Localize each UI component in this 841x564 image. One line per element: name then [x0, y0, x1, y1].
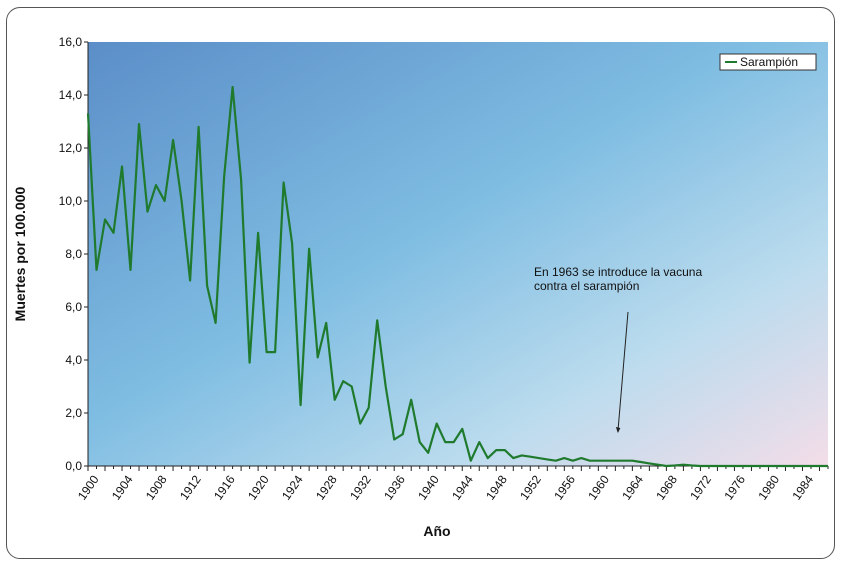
x-tick-label: 1964: [619, 472, 646, 502]
y-tick-labels: 0,0 2,0 4,0 6,0 8,0 10,0 12,0 14,0 16,0: [59, 35, 83, 473]
x-tick-label: 1952: [517, 472, 544, 502]
y-tick-label: 8,0: [65, 247, 82, 261]
legend-box: [719, 53, 817, 71]
annotation-arrow: [617, 311, 629, 433]
y-tick-label: 16,0: [59, 35, 83, 49]
x-tick-label: 1968: [653, 472, 680, 502]
legend: Sarampión: [719, 53, 817, 71]
x-tick-label: 1908: [143, 472, 170, 502]
y-tick-label: 2,0: [65, 406, 82, 420]
x-tick-label: 1956: [551, 472, 578, 502]
annotation-arrowhead: [615, 427, 621, 434]
x-tick-label: 1904: [109, 472, 136, 502]
x-tick-labels: 1900 1904 1908 1912 1916 1920 1924 1928 1932 1936…: [75, 472, 816, 502]
legend-label: Sarampión: [740, 55, 798, 69]
x-tick-label: 1960: [585, 472, 612, 502]
y-tick-label: 14,0: [59, 88, 83, 102]
x-tick-label: 1924: [279, 472, 306, 502]
y-tick-label: 6,0: [65, 300, 82, 314]
annotation-text: contra el sarampión: [534, 279, 639, 293]
y-tick-label: 4,0: [65, 353, 82, 367]
x-tick-label: 1972: [687, 472, 714, 502]
x-tick-label: 1948: [483, 472, 510, 502]
annotation-text: En 1963 se introduce la vacuna: [534, 265, 702, 279]
x-tick-label: 1916: [211, 472, 238, 502]
y-tick-label: 0,0: [65, 459, 82, 473]
plot-area: [88, 42, 828, 466]
x-tick-label: 1912: [177, 472, 204, 502]
x-tick-label: 1920: [245, 472, 272, 502]
x-tick-label: 1932: [347, 472, 374, 502]
x-tick-label: 1900: [75, 472, 102, 502]
series-line-sarampion: [86, 85, 828, 468]
y-axis-title: Muertes por 100.000: [12, 186, 28, 321]
x-axis-title: Año: [423, 523, 450, 539]
x-tick-label: 1976: [721, 472, 748, 502]
y-tick-label: 12,0: [59, 141, 83, 155]
x-tick-label: 1928: [313, 472, 340, 502]
x-tick-label: 1980: [755, 472, 782, 502]
x-tick-label: 1936: [381, 472, 408, 502]
x-tick-label: 1944: [449, 472, 476, 502]
x-tick-label: 1940: [415, 472, 442, 502]
x-tick-label: 1984: [789, 472, 816, 502]
y-tick-label: 10,0: [59, 194, 83, 208]
